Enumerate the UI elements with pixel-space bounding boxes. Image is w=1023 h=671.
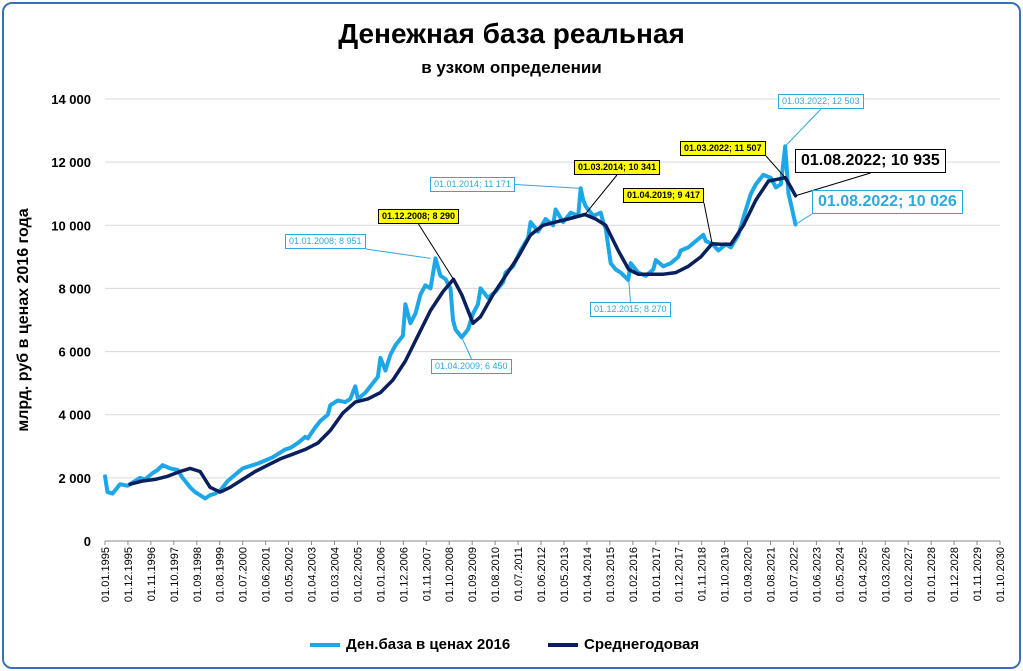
annotation-leader-line bbox=[795, 172, 871, 197]
x-tick-label: 01.07.2011 bbox=[513, 547, 525, 601]
annotation-leader-line bbox=[418, 223, 454, 280]
x-tick-label: 01.12.2017 bbox=[674, 547, 686, 602]
y-tick-label: 8 000 bbox=[58, 281, 91, 296]
y-tick-label: 12 000 bbox=[51, 155, 91, 170]
annotation-callout: 01.01.2008; 8 951 bbox=[285, 234, 366, 249]
x-tick-label: 01.11.2029 bbox=[972, 547, 984, 601]
annotation-leader-line bbox=[461, 337, 472, 360]
x-tick-label: 01.11.2007 bbox=[421, 547, 433, 601]
annotation-leader-line bbox=[514, 184, 581, 189]
x-tick-label: 01.10.2030 bbox=[995, 547, 1007, 602]
x-tick-label: 01.10.2008 bbox=[444, 547, 456, 602]
annotation-callout: 01.08.2022; 10 026 bbox=[812, 190, 963, 214]
x-tick-label: 01.01.2006 bbox=[375, 547, 387, 602]
x-tick-label: 01.08.1999 bbox=[215, 547, 227, 602]
x-tick-label: 01.11.1996 bbox=[146, 547, 158, 601]
x-tick-label: 01.09.2020 bbox=[743, 547, 755, 602]
annotation-callout: 01.12.2008; 8 290 bbox=[378, 209, 460, 224]
x-tick-label: 01.02.2027 bbox=[903, 547, 915, 602]
x-tick-label: 01.01.2017 bbox=[651, 547, 663, 602]
y-tick-label: 6 000 bbox=[58, 345, 91, 360]
x-tick-label: 01.05.2024 bbox=[834, 547, 846, 602]
annotation-callout: 01.04.2019; 9 417 bbox=[623, 188, 705, 203]
annotation-callout: 01.03.2014; 10 341 bbox=[574, 160, 661, 175]
chart-title: Денежная база реальная bbox=[338, 18, 685, 49]
annotation-leader-line bbox=[784, 108, 822, 147]
series-line-annual-average bbox=[128, 175, 798, 494]
legend-item-series-2: Среднегодовая bbox=[548, 636, 699, 653]
x-tick-label: 01.01.2028 bbox=[926, 547, 938, 602]
x-tick-label: 01.08.2010 bbox=[490, 547, 502, 602]
annotation-callout: 01.01.2014; 11 171 bbox=[430, 177, 515, 192]
x-tick-label: 01.03.2015 bbox=[605, 547, 617, 602]
x-tick-label: 01.02.2016 bbox=[628, 547, 640, 602]
legend-label-series-1: Ден.база в ценах 2016 bbox=[346, 636, 511, 653]
annotation-callout: 01.03.2022; 11 507 bbox=[680, 141, 766, 156]
legend-item-series-1: Ден.база в ценах 2016 bbox=[310, 636, 510, 653]
x-tick-label: 01.03.2004 bbox=[329, 547, 341, 602]
x-tick-label: 01.04.2014 bbox=[582, 547, 594, 602]
x-tick-label: 01.12.2006 bbox=[398, 547, 410, 602]
legend-swatch-series-2 bbox=[548, 643, 578, 648]
x-tick-label: 01.04.2003 bbox=[307, 547, 319, 602]
x-tick-label: 01.01.1995 bbox=[100, 547, 112, 602]
x-tick-label: 01.12.1995 bbox=[123, 547, 135, 602]
x-tick-label: 01.08.2021 bbox=[766, 547, 778, 602]
annotation-callout: 01.03.2022; 12 503 bbox=[778, 94, 864, 109]
annotation-leader-line bbox=[795, 213, 813, 225]
annotation-callout: 01.08.2022; 10 935 bbox=[795, 149, 946, 173]
legend-label-series-2: Среднегодовая bbox=[584, 636, 700, 653]
x-tick-label: 01.09.1998 bbox=[192, 547, 204, 602]
x-tick-label: 01.02.2005 bbox=[352, 547, 364, 602]
annotation-leader-line bbox=[765, 155, 786, 179]
x-tick-label: 01.04.2025 bbox=[857, 547, 869, 602]
x-tick-label: 01.12.2028 bbox=[949, 547, 961, 602]
x-tick-label: 01.10.2019 bbox=[720, 547, 732, 602]
x-tick-label: 01.06.2001 bbox=[261, 547, 273, 602]
x-tick-label: 01.07.2000 bbox=[238, 547, 250, 602]
x-tick-label: 01.11.2018 bbox=[697, 547, 709, 601]
annotation-callout: 01.04.2009; 6 450 bbox=[431, 359, 512, 374]
legend-swatch-series-1 bbox=[310, 643, 340, 648]
y-tick-label: 4 000 bbox=[58, 408, 91, 423]
annotation-leader-line bbox=[628, 279, 631, 303]
x-tick-label: 01.05.2002 bbox=[284, 547, 296, 602]
x-tick-label: 01.06.2012 bbox=[536, 547, 548, 602]
y-tick-label: 2 000 bbox=[58, 471, 91, 486]
annotation-leader-line bbox=[365, 248, 431, 259]
x-tick-label: 01.03.2026 bbox=[880, 547, 892, 602]
y-tick-label: 0 bbox=[84, 534, 91, 549]
y-tick-label: 10 000 bbox=[51, 218, 91, 233]
annotation-leader-line bbox=[584, 174, 618, 215]
annotation-callout: 01.12.2015; 8 270 bbox=[590, 302, 671, 317]
annotation-leader-line bbox=[703, 202, 713, 244]
x-tick-label: 01.07.2022 bbox=[788, 547, 800, 602]
x-tick-label: 01.10.1997 bbox=[169, 547, 181, 602]
chart-subtitle: в узком определении bbox=[421, 58, 602, 77]
x-tick-label: 01.09.2009 bbox=[467, 547, 479, 602]
y-tick-label: 14 000 bbox=[51, 92, 91, 107]
x-tick-label: 01.05.2013 bbox=[559, 547, 571, 602]
x-tick-label: 01.06.2023 bbox=[811, 547, 823, 602]
